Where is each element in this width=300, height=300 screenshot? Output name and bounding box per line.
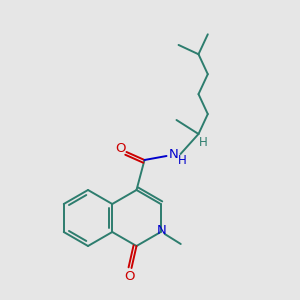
Text: N: N [157,224,166,238]
Text: N: N [169,148,178,161]
Text: H: H [178,154,187,166]
Text: O: O [115,142,126,154]
Text: H: H [199,136,208,149]
Text: O: O [124,271,135,284]
